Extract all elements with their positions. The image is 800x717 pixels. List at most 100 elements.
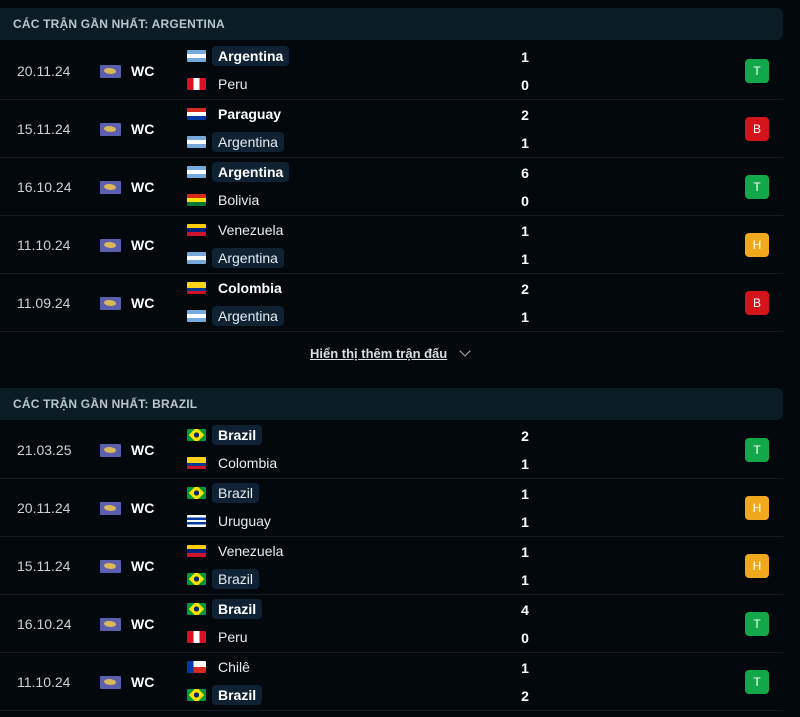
- world-cup-qualifier-icon: [100, 239, 121, 252]
- home-score: 6: [521, 165, 529, 181]
- col-flag-icon: [187, 282, 206, 294]
- result-badge: B: [745, 117, 769, 141]
- home-score: 1: [521, 660, 529, 676]
- team-name: Argentina: [212, 248, 284, 268]
- team-away[interactable]: Argentina: [187, 247, 284, 269]
- match-row[interactable]: 16.10.24 WC Brazil Peru 4 0 T: [0, 595, 783, 653]
- chevron-down-icon: [459, 345, 471, 357]
- competition-label: WC: [131, 674, 155, 690]
- team-away[interactable]: Argentina: [187, 305, 284, 327]
- chi-flag-icon: [187, 661, 206, 673]
- match-row[interactable]: 11.10.24 WC Chilê Brazil 1 2 T: [0, 653, 783, 711]
- competition-label: WC: [131, 121, 155, 137]
- match-row[interactable]: 15.11.24 WC Venezuela Brazil 1 1 H: [0, 537, 783, 595]
- team-away[interactable]: Colombia: [187, 452, 283, 474]
- competition-label: WC: [131, 237, 155, 253]
- match-date: 16.10.24: [17, 179, 72, 195]
- team-name: Brazil: [212, 569, 260, 589]
- team-home[interactable]: Argentina: [187, 45, 290, 67]
- team-home[interactable]: Venezuela: [187, 219, 289, 241]
- competition-label: WC: [131, 500, 155, 516]
- team-away[interactable]: Argentina: [187, 131, 284, 153]
- home-score: 2: [521, 281, 529, 297]
- bra-flag-icon: [187, 429, 206, 441]
- result-badge: T: [745, 438, 769, 462]
- away-score: 0: [521, 193, 529, 209]
- team-away[interactable]: Brazil: [187, 568, 260, 590]
- team-home[interactable]: Chilê: [187, 656, 256, 678]
- team-home[interactable]: Paraguay: [187, 103, 287, 125]
- team-name: Argentina: [212, 306, 284, 326]
- match-row[interactable]: 11.10.24 WC Venezuela Argentina 1 1 H: [0, 216, 783, 274]
- match-row[interactable]: 11.09.24 WC Colombia Argentina 2 1 B: [0, 274, 783, 332]
- team-name: Paraguay: [218, 106, 282, 122]
- team-name: Argentina: [212, 162, 290, 182]
- competition-label: WC: [131, 295, 155, 311]
- team-name: Colombia: [218, 455, 278, 471]
- world-cup-qualifier-icon: [100, 676, 121, 689]
- team-name: Peru: [218, 629, 248, 645]
- team-name: Peru: [218, 76, 248, 92]
- team-away[interactable]: Bolivia: [187, 189, 265, 211]
- home-score: 1: [521, 223, 529, 239]
- match-row[interactable]: 20.11.24 WC Brazil Uruguay 1 1 H: [0, 479, 783, 537]
- arg-flag-icon: [187, 50, 206, 62]
- team-home[interactable]: Colombia: [187, 277, 288, 299]
- home-score: 1: [521, 544, 529, 560]
- match-date: 21.03.25: [17, 442, 72, 458]
- away-score: 0: [521, 630, 529, 646]
- col-flag-icon: [187, 457, 206, 469]
- away-score: 1: [521, 135, 529, 151]
- away-score: 1: [521, 514, 529, 530]
- home-score: 1: [521, 486, 529, 502]
- competition-label: WC: [131, 442, 155, 458]
- team-name: Brazil: [212, 599, 263, 619]
- show-more-label: Hiển thị thêm trận đấu: [310, 346, 448, 361]
- home-score: 4: [521, 602, 529, 618]
- team-away[interactable]: Brazil: [187, 684, 263, 706]
- team-home[interactable]: Venezuela: [187, 540, 289, 562]
- away-score: 1: [521, 251, 529, 267]
- away-score: 1: [521, 456, 529, 472]
- match-date: 15.11.24: [17, 121, 71, 137]
- team-name: Venezuela: [218, 222, 284, 238]
- per-flag-icon: [187, 78, 206, 90]
- team-name: Argentina: [212, 132, 284, 152]
- team-home[interactable]: Argentina: [187, 161, 290, 183]
- away-score: 1: [521, 572, 529, 588]
- match-date: 11.09.24: [17, 295, 71, 311]
- team-away[interactable]: Peru: [187, 73, 254, 95]
- per-flag-icon: [187, 631, 206, 643]
- ven-flag-icon: [187, 224, 206, 236]
- world-cup-qualifier-icon: [100, 297, 121, 310]
- result-badge: T: [745, 59, 769, 83]
- match-date: 15.11.24: [17, 558, 71, 574]
- away-score: 2: [521, 688, 529, 704]
- team-home[interactable]: Brazil: [187, 482, 260, 504]
- bra-flag-icon: [187, 487, 206, 499]
- team-away[interactable]: Uruguay: [187, 510, 277, 532]
- show-more-matches-link[interactable]: Hiển thị thêm trận đấu: [310, 345, 471, 361]
- arg-flag-icon: [187, 166, 206, 178]
- team-name: Bolivia: [218, 192, 260, 208]
- match-row[interactable]: 15.11.24 WC Paraguay Argentina 2 1 B: [0, 100, 783, 158]
- section-header-brazil: CÁC TRẬN GẦN NHẤT: BRAZIL: [0, 388, 783, 420]
- result-badge: H: [745, 554, 769, 578]
- competition-label: WC: [131, 558, 155, 574]
- match-date: 11.10.24: [17, 237, 71, 253]
- team-name: Venezuela: [218, 543, 284, 559]
- world-cup-qualifier-icon: [100, 123, 121, 136]
- arg-flag-icon: [187, 136, 206, 148]
- team-away[interactable]: Peru: [187, 626, 254, 648]
- team-home[interactable]: Brazil: [187, 598, 263, 620]
- result-badge: H: [745, 496, 769, 520]
- match-row[interactable]: 16.10.24 WC Argentina Bolivia 6 0 T: [0, 158, 783, 216]
- team-home[interactable]: Brazil: [187, 424, 263, 446]
- bra-flag-icon: [187, 573, 206, 585]
- match-row[interactable]: 20.11.24 WC Argentina Peru 1 0 T: [0, 42, 783, 100]
- bra-flag-icon: [187, 689, 206, 701]
- match-row[interactable]: 21.03.25 WC Brazil Colombia 2 1 T: [0, 421, 783, 479]
- away-score: 0: [521, 77, 529, 93]
- ven-flag-icon: [187, 545, 206, 557]
- section-header-argentina: CÁC TRẬN GẦN NHẤT: ARGENTINA: [0, 8, 783, 40]
